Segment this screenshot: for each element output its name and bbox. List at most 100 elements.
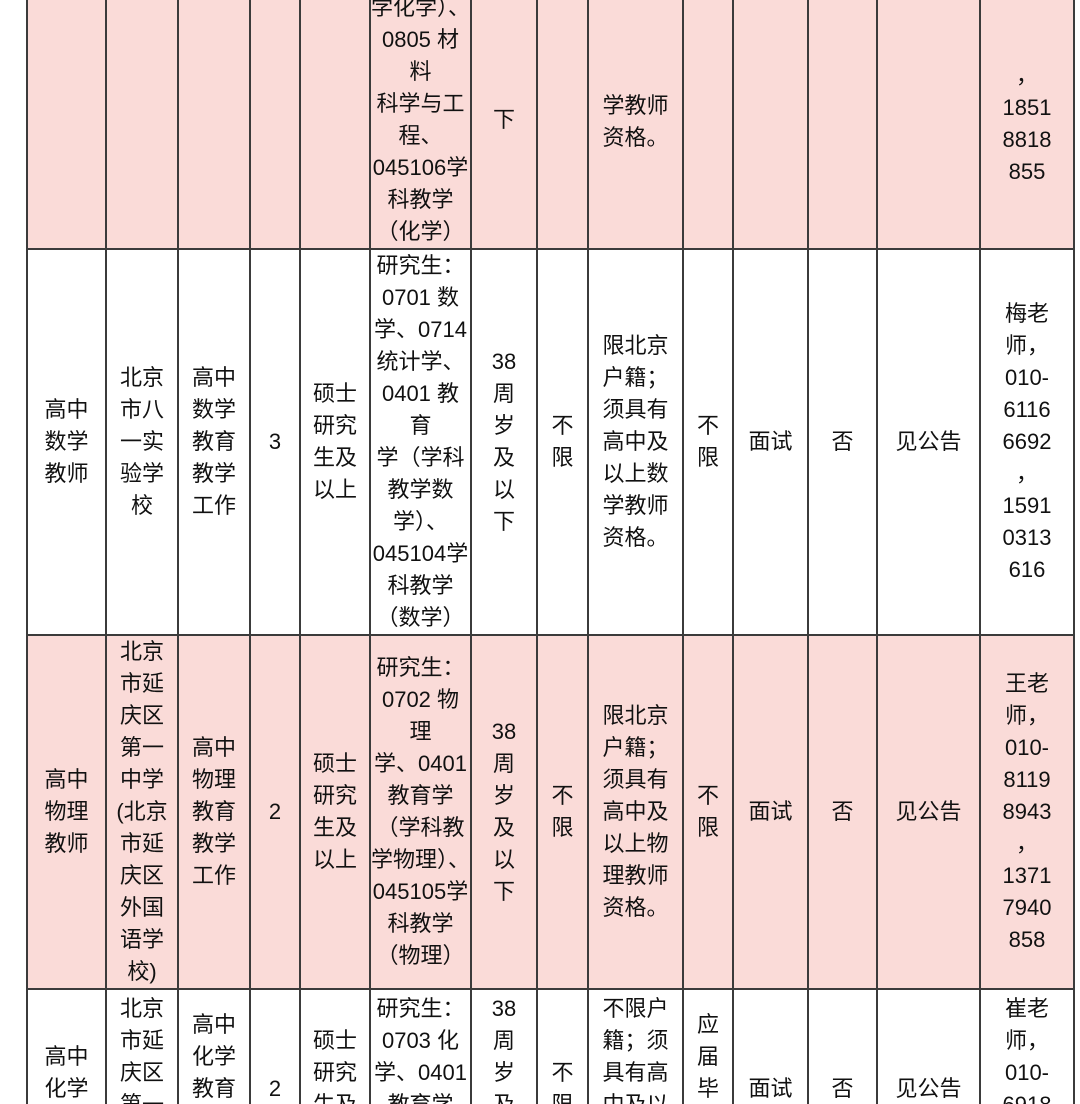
table-cell: 限北京 户籍； 须具有 高中及 以上物 理教师 资格。 bbox=[587, 634, 684, 990]
cell-text: 学化学）、 0805 材料 科学与工 程、 045106学 科教学 （化学） bbox=[371, 0, 471, 244]
table-cell: 王老 师， 010- 8119 8943 ， 1371 7940 858 bbox=[979, 634, 1075, 990]
table-cell: 高中 化学 教育 教学 工作 bbox=[177, 988, 251, 1104]
table-cell bbox=[177, 0, 251, 250]
cell-text: 面试 bbox=[748, 1076, 793, 1101]
cell-text: 不 限 bbox=[551, 1060, 574, 1104]
table-cell bbox=[807, 0, 878, 250]
table-cell: 不 限 bbox=[536, 248, 589, 636]
cell-text: 38 周 岁 及 以 下 bbox=[491, 996, 517, 1104]
table-cell: 高中 物理 教师 bbox=[26, 634, 107, 990]
table-row: 高中 化学 教师 1 北京 市延 庆区 第一 中学 (北京高中 化学 教育 教学 … bbox=[26, 988, 1075, 1104]
cell-text: 面试 bbox=[748, 429, 793, 454]
table-cell bbox=[249, 0, 301, 250]
table-cell: 北京 市延 庆区 第一 中学 (北京 bbox=[105, 988, 179, 1104]
table-cell: 见公告 bbox=[876, 634, 981, 990]
table-cell: 高中 化学 教师 1 bbox=[26, 988, 107, 1104]
table-cell: 崔老 师， 010- 6918 2699 ， bbox=[979, 988, 1075, 1104]
table-cell: 不 限 bbox=[536, 988, 589, 1104]
recruitment-table: 学化学）、 0805 材料 科学与工 程、 045106学 科教学 （化学） 下 学… bbox=[26, 0, 1075, 1104]
table-cell: 研究生： 0702 物理 学、0401 教育学 （学科教 学物理）、 04510… bbox=[369, 634, 472, 990]
cell-text: 高中 化学 教育 教学 工作 bbox=[191, 1012, 236, 1101]
table-cell: 38 周 岁 及 以 下 bbox=[470, 248, 538, 636]
cell-text: 研究生： 0703 化 学、0401 教育学 （学科教 学化学）、 bbox=[374, 996, 467, 1104]
table-cell: 梅老 师， 010- 6116 6692 ， 1591 0313 616 bbox=[979, 248, 1075, 636]
cell-text: 高中 化学 教师 1 bbox=[44, 1044, 89, 1101]
table-row: 高中 物理 教师 北京 市延 庆区 第一 中学 (北京 市延 庆区 外国 语学 校… bbox=[26, 634, 1075, 990]
table-cell: 限北京 户籍； 须具有 高中及 以上数 学教师 资格。 bbox=[587, 248, 684, 636]
table-cell: 研究生： 0703 化 学、0401 教育学 （学科教 学化学）、 bbox=[369, 988, 472, 1104]
table-cell: 不 限 bbox=[682, 248, 734, 636]
cell-text: 限北京 户籍； 须具有 高中及 以上物 理教师 资格。 bbox=[602, 703, 669, 920]
table-cell bbox=[876, 0, 981, 250]
cell-text: 高中 数学 教育 教学 工作 bbox=[191, 365, 236, 518]
table-cell: 面试 bbox=[732, 248, 809, 636]
table-cell: 应 届 毕 业 生 bbox=[682, 988, 734, 1104]
table-cell: 见公告 bbox=[876, 988, 981, 1104]
table-row: 学化学）、 0805 材料 科学与工 程、 045106学 科教学 （化学） 下 学… bbox=[26, 0, 1075, 250]
cell-text: 崔老 师， 010- 6918 2699 ， bbox=[1003, 996, 1052, 1104]
table-cell: 高中 数学 教育 教学 工作 bbox=[177, 248, 251, 636]
cell-text: 不 限 bbox=[696, 413, 719, 470]
cell-text: 高中 物理 教育 教学 工作 bbox=[191, 735, 236, 888]
cell-text: 3 bbox=[268, 429, 282, 454]
table-cell: 面试 bbox=[732, 988, 809, 1104]
table-cell bbox=[299, 0, 371, 250]
table-cell: 2 bbox=[249, 988, 301, 1104]
cell-text: 北京 市延 庆区 第一 中学 (北京 bbox=[119, 996, 164, 1104]
table-cell: 硕士 研究 生及 以上 bbox=[299, 988, 371, 1104]
table-cell: 不限户 籍；须 具有高 中及以 上化学 教师资 bbox=[587, 988, 684, 1104]
cell-text: 否 bbox=[831, 1076, 854, 1101]
table-cell bbox=[105, 0, 179, 250]
table-cell bbox=[536, 0, 589, 250]
table-cell: 北京 市八 一实 验学 校 bbox=[105, 248, 179, 636]
table-cell: 见公告 bbox=[876, 248, 981, 636]
cell-text: 见公告 bbox=[895, 799, 962, 824]
table-cell bbox=[732, 0, 809, 250]
table-cell: 高中 物理 教育 教学 工作 bbox=[177, 634, 251, 990]
cell-text: 面试 bbox=[748, 799, 793, 824]
cell-text: 研究生： 0701 数 学、0714 统计学、 0401 教育 学（学科 教学数… bbox=[372, 253, 469, 630]
cell-text: 限北京 户籍； 须具有 高中及 以上数 学教师 资格。 bbox=[602, 333, 669, 550]
table-cell: 3 bbox=[249, 248, 301, 636]
cell-text: 梅老 师， 010- 6116 6692 ， 1591 0313 616 bbox=[1002, 301, 1052, 582]
cell-text: 2 bbox=[268, 1076, 282, 1101]
table-cell: ， 1851 8818 855 bbox=[979, 0, 1075, 250]
table-cell: 研究生： 0701 数 学、0714 统计学、 0401 教育 学（学科 教学数… bbox=[369, 248, 472, 636]
table-cell: 硕士 研究 生及 以上 bbox=[299, 634, 371, 990]
cell-text: 学教师 资格。 bbox=[602, 92, 669, 150]
cell-text: 否 bbox=[831, 429, 854, 454]
table-cell: 学教师 资格。 bbox=[587, 0, 684, 250]
cell-text: 2 bbox=[268, 799, 282, 824]
table-cell: 38 周 岁 及 以 下 bbox=[470, 988, 538, 1104]
table-cell: 学化学）、 0805 材料 科学与工 程、 045106学 科教学 （化学） bbox=[369, 0, 472, 250]
table-cell: 2 bbox=[249, 634, 301, 990]
cell-text: 不 限 bbox=[551, 413, 574, 470]
cell-text: 下 bbox=[492, 107, 515, 132]
table-cell: 面试 bbox=[732, 634, 809, 990]
cell-text: 不 限 bbox=[696, 783, 719, 840]
cell-text: 北京 市八 一实 验学 校 bbox=[119, 365, 164, 518]
table-cell: 不 限 bbox=[536, 634, 589, 990]
table-cell: 不 限 bbox=[682, 634, 734, 990]
cell-text: 不限户 籍；须 具有高 中及以 上化学 教师资 bbox=[602, 996, 669, 1104]
cell-text: 38 周 岁 及 以 下 bbox=[491, 349, 517, 534]
table-cell bbox=[26, 0, 107, 250]
cell-text: 应 届 毕 业 生 bbox=[696, 1012, 719, 1101]
table-row: 高中 数学 教师 北京 市八 一实 验学 校高中 数学 教育 教学 工作 3 硕士 研… bbox=[26, 248, 1075, 636]
table-body: 学化学）、 0805 材料 科学与工 程、 045106学 科教学 （化学） 下 学… bbox=[26, 0, 1075, 1104]
cell-text: 高中 数学 教师 bbox=[44, 397, 89, 486]
cell-text: 硕士 研究 生及 以上 bbox=[312, 381, 357, 502]
cell-text: 硕士 研究 生及 以上 bbox=[312, 751, 357, 872]
cell-text: 王老 师， 010- 8119 8943 ， 1371 7940 858 bbox=[1002, 671, 1052, 952]
cell-text: 不 限 bbox=[551, 783, 574, 840]
table-cell: 否 bbox=[807, 248, 878, 636]
table-cell bbox=[682, 0, 734, 250]
cell-text: ， 1851 8818 855 bbox=[1002, 63, 1052, 184]
cell-text: 研究生： 0702 物理 学、0401 教育学 （学科教 学物理）、 04510… bbox=[371, 655, 471, 968]
cell-text: 北京 市延 庆区 第一 中学 (北京 市延 庆区 外国 语学 校) bbox=[116, 639, 168, 984]
cell-text: 硕士 研究 生及 以上 bbox=[312, 1028, 357, 1104]
table-cell: 硕士 研究 生及 以上 bbox=[299, 248, 371, 636]
cell-text: 38 周 岁 及 以 下 bbox=[491, 719, 517, 904]
table-cell: 否 bbox=[807, 634, 878, 990]
